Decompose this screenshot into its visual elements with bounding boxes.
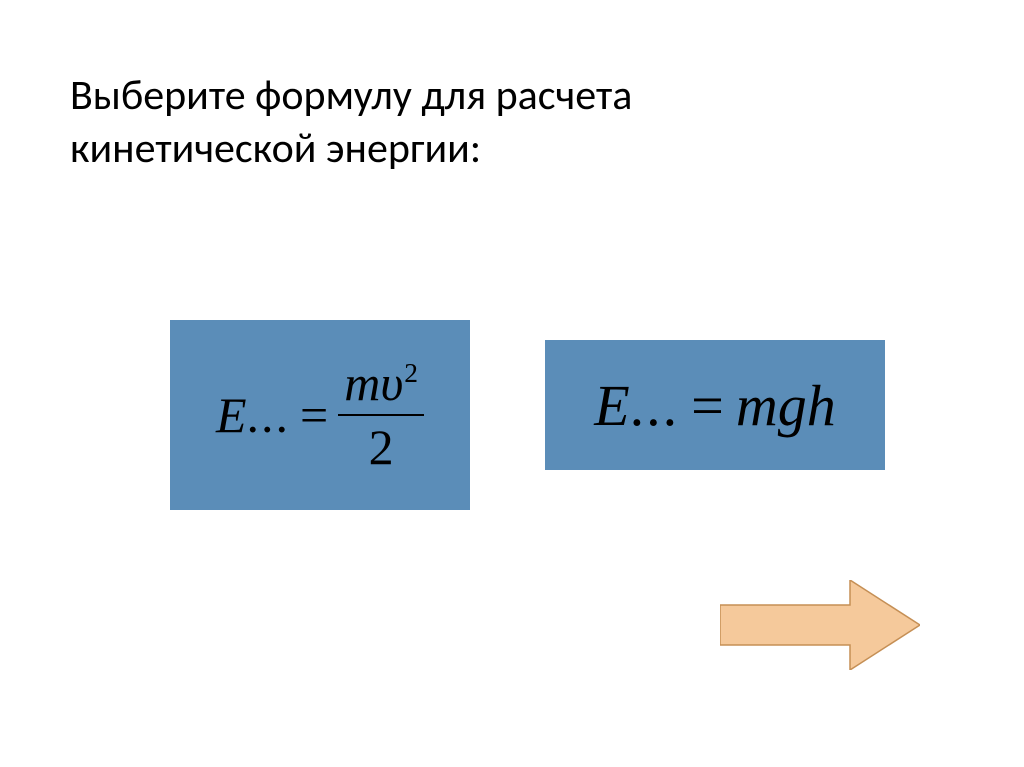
formula2-dots: ... — [630, 372, 680, 439]
formula2-equals: = — [691, 372, 724, 439]
question-title: Выберите формулу для расчета кинетическо… — [70, 70, 950, 175]
formula-potential-option[interactable]: E ... = mgh — [545, 340, 885, 470]
arrow-shape — [720, 580, 920, 670]
formula1-fraction: mυ2 2 — [338, 354, 424, 476]
slide: Выберите формулу для расчета кинетическо… — [0, 0, 1024, 767]
formula1-numerator: mυ2 — [338, 354, 424, 416]
formula1-num-exp: 2 — [404, 357, 418, 388]
formula1-num-v: υ — [380, 355, 403, 411]
formula2-lhs-var: E — [594, 372, 629, 439]
formula-kinetic-option[interactable]: E ... = mυ2 2 — [170, 320, 470, 510]
formula1-dots: ... — [247, 386, 291, 444]
next-arrow-icon[interactable] — [720, 580, 920, 670]
title-line-2: кинетической энергии: — [70, 123, 481, 174]
formula1-denominator: 2 — [338, 416, 424, 476]
formula1-num-m: m — [344, 355, 380, 411]
formula2-rhs: mgh — [736, 372, 836, 439]
formula1-lhs-var: E — [216, 386, 247, 444]
formula1-equals: = — [300, 386, 328, 444]
title-line-1: Выберите формулу для расчета — [70, 70, 632, 121]
